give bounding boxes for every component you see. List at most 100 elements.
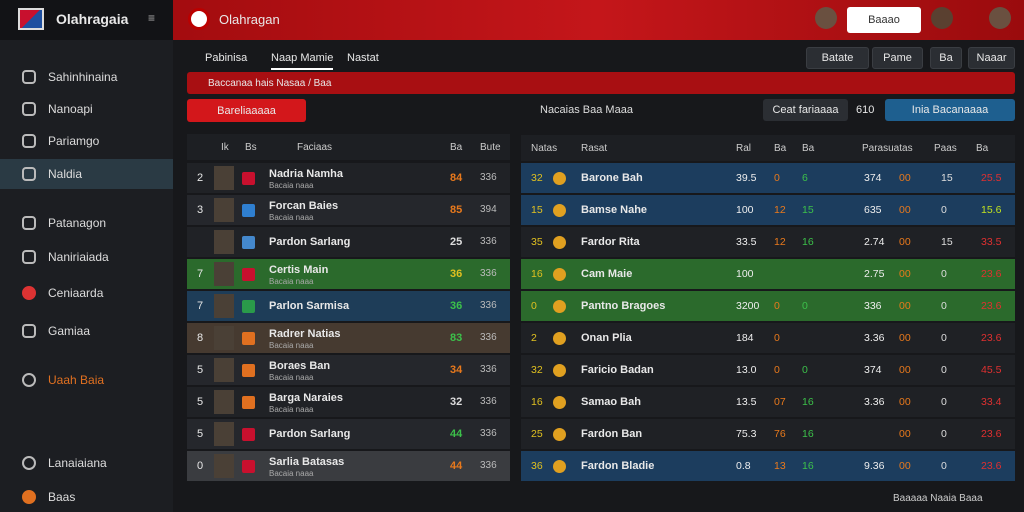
column-header[interactable]: Bs bbox=[245, 142, 257, 153]
column-header[interactable]: Ba bbox=[976, 143, 989, 154]
table-row[interactable]: 2 Nadria Namha Bacaia naaa 84 336 bbox=[187, 163, 510, 193]
top-bar: Olahragan Baaao bbox=[173, 0, 1024, 40]
stat-value: 83 bbox=[450, 332, 463, 344]
avatar[interactable] bbox=[989, 7, 1011, 29]
page-title: Olahragan bbox=[219, 12, 280, 27]
primary-button[interactable]: Inia Bacanaaaa bbox=[885, 99, 1015, 121]
sidebar-item[interactable]: Uaah Baia bbox=[0, 365, 173, 395]
stat-value: 23.6 bbox=[981, 428, 1002, 440]
column-header[interactable]: Parasuatas bbox=[862, 143, 913, 154]
alert-bar bbox=[187, 72, 1015, 94]
table-row[interactable]: Pardon Sarlang 25 336 bbox=[187, 227, 510, 257]
icon bbox=[22, 102, 36, 116]
stat-value: 0 bbox=[774, 364, 780, 376]
account-button[interactable]: Baaao bbox=[847, 7, 921, 33]
action-button[interactable]: Bareliaaaaa bbox=[187, 99, 306, 122]
table-row[interactable]: Barone Bah 32 39.5 0 6 374 00 15 25.5 bbox=[521, 163, 1015, 193]
column-header[interactable]: Bute bbox=[480, 142, 501, 153]
avatar[interactable] bbox=[931, 7, 953, 29]
table-row[interactable]: 7 Certis Main Bacaia naaa 36 336 bbox=[187, 259, 510, 289]
player-photo bbox=[214, 294, 234, 318]
team-badge bbox=[553, 332, 566, 345]
table-row[interactable]: Fardon Ban 25 75.3 76 16 00 0 23.6 bbox=[521, 419, 1015, 449]
table-row[interactable]: 7 Parlon Sarmisa 36 336 bbox=[187, 291, 510, 321]
stat-value: 00 bbox=[899, 332, 911, 344]
tab[interactable]: Nastat bbox=[347, 52, 379, 64]
stat-value: 00 bbox=[899, 428, 911, 440]
sidebar-item[interactable]: Sahinhinaina bbox=[0, 62, 173, 92]
stat-value: 23.6 bbox=[981, 300, 1002, 312]
sidebar-item[interactable]: Naldia bbox=[0, 159, 173, 189]
icon bbox=[22, 167, 36, 181]
stat-value: 2.74 bbox=[864, 236, 885, 248]
column-header[interactable]: Ral bbox=[736, 143, 752, 154]
team-badge bbox=[553, 172, 566, 185]
table-row[interactable]: Fardor Rita 35 33.5 12 16 2.74 00 15 33.5 bbox=[521, 227, 1015, 257]
rank: 7 bbox=[197, 268, 204, 280]
toolbar-button[interactable]: Batate bbox=[806, 47, 869, 69]
sidebar-item[interactable]: Ceniaarda bbox=[0, 278, 173, 308]
table-row[interactable]: 5 Barga Naraies Bacaia naaa 32 336 bbox=[187, 387, 510, 417]
toolbar-button[interactable]: Ba bbox=[930, 47, 962, 69]
stat-value: 0 bbox=[941, 396, 947, 408]
table-row[interactable]: Cam Maie 16 100 2.75 00 0 23.6 bbox=[521, 259, 1015, 289]
team-name: Onan Plia bbox=[581, 332, 632, 344]
table-row[interactable]: 3 Forcan Baies Bacaia naaa 85 394 bbox=[187, 195, 510, 225]
table-row[interactable]: 5 Boraes Ban Bacaia naaa 34 336 bbox=[187, 355, 510, 385]
stat-value: 336 bbox=[480, 460, 497, 471]
stat-value: 16 bbox=[802, 236, 814, 248]
stat-value: 12 bbox=[774, 236, 786, 248]
tab[interactable]: Naap Mamie bbox=[271, 52, 334, 70]
sidebar-item[interactable]: Naniriaiada bbox=[0, 242, 173, 272]
player-name: Boraes Ban bbox=[269, 360, 331, 372]
stat-value: 336 bbox=[480, 332, 497, 343]
table-row[interactable]: Onan Plia 2 184 0 3.36 00 0 23.6 bbox=[521, 323, 1015, 353]
sidebar-item[interactable]: Nanoapi bbox=[0, 94, 173, 124]
stat-value: 635 bbox=[864, 204, 882, 216]
stat-value: 00 bbox=[899, 460, 911, 472]
player-photo bbox=[214, 166, 234, 190]
column-header[interactable]: Paas bbox=[934, 143, 957, 154]
tab[interactable]: Pabinisa bbox=[205, 52, 248, 64]
stat-value: 0 bbox=[802, 364, 808, 376]
table-row[interactable]: Pantno Bragoes 0 3200 0 0 336 00 0 23.6 bbox=[521, 291, 1015, 321]
table-row[interactable]: Samao Bah 16 13.5 07 16 3.36 00 0 33.4 bbox=[521, 387, 1015, 417]
menu-icon[interactable]: ≡ bbox=[148, 11, 156, 25]
column-header[interactable]: Ba bbox=[802, 143, 815, 154]
table-row[interactable]: Fardon Bladie 36 0.8 13 16 9.36 00 0 23.6 bbox=[521, 451, 1015, 481]
toolbar-button[interactable]: Pame bbox=[872, 47, 923, 69]
table-row[interactable]: Bamse Nahe 15 100 12 15 635 00 0 15.6 bbox=[521, 195, 1015, 225]
table-row[interactable]: 5 Pardon Sarlang 44 336 bbox=[187, 419, 510, 449]
column-header[interactable]: Ba bbox=[774, 143, 787, 154]
player-photo bbox=[214, 454, 234, 478]
column-header[interactable]: Faciaas bbox=[297, 142, 333, 153]
column-header[interactable]: Ik bbox=[221, 142, 229, 153]
sidebar-item[interactable]: Lanaiaiana bbox=[0, 448, 173, 478]
club-badge bbox=[242, 204, 255, 217]
stat-value: 00 bbox=[899, 268, 911, 280]
icon bbox=[22, 324, 36, 338]
sidebar-label: Naldia bbox=[48, 167, 83, 181]
player-photo bbox=[214, 262, 234, 286]
table-row[interactable]: 0 Sarlia Batasas Bacaia naaa 44 336 bbox=[187, 451, 510, 481]
player-name: Certis Main bbox=[269, 264, 329, 276]
stat-value: 15 bbox=[802, 204, 814, 216]
stat-value: 00 bbox=[899, 236, 911, 248]
column-header[interactable]: Natas bbox=[531, 143, 558, 154]
table-row[interactable]: 8 Radrer Natias Bacaia naaa 83 336 bbox=[187, 323, 510, 353]
team-badge bbox=[553, 268, 566, 281]
sidebar-item[interactable]: Gamiaa bbox=[0, 316, 173, 346]
column-header[interactable]: Ba bbox=[450, 142, 463, 153]
sidebar-item[interactable]: Baas bbox=[0, 482, 173, 512]
column-header[interactable]: Rasat bbox=[581, 143, 608, 154]
stat-value: 00 bbox=[899, 172, 911, 184]
filter-button[interactable]: Ceat fariaaaa bbox=[763, 99, 848, 121]
sidebar-item[interactable]: Pariamgo bbox=[0, 126, 173, 156]
avatar[interactable] bbox=[815, 7, 837, 29]
table-row[interactable]: Faricio Badan 32 13.0 0 0 374 00 0 45.5 bbox=[521, 355, 1015, 385]
toolbar-button[interactable]: Naaar bbox=[968, 47, 1015, 69]
stat-value: 336 bbox=[480, 268, 497, 279]
search-label[interactable]: Nacaias Baa Maaa bbox=[540, 104, 633, 116]
player-sub: Bacaia naaa bbox=[269, 405, 314, 414]
sidebar-item[interactable]: Patanagon bbox=[0, 208, 173, 238]
